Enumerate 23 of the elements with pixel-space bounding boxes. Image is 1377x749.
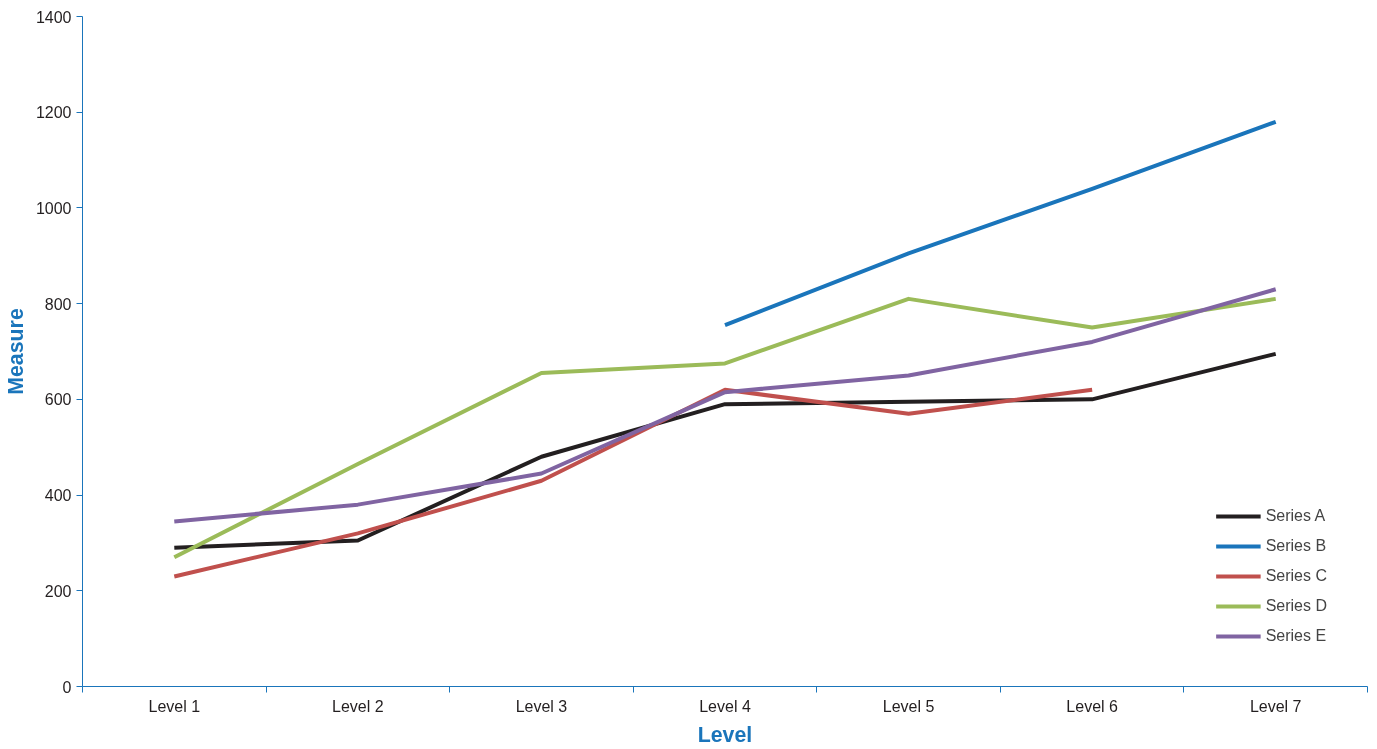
legend-label: Series A bbox=[1265, 507, 1326, 525]
y-tick-label: 600 bbox=[44, 391, 72, 409]
x-tick-label: Level 3 bbox=[515, 697, 568, 715]
x-tick-label: Level 1 bbox=[148, 697, 201, 715]
y-tick-label: 0 bbox=[62, 678, 72, 696]
y-tick-label: 200 bbox=[44, 582, 72, 600]
y-tick-label: 400 bbox=[44, 487, 72, 505]
x-tick-label: Level 2 bbox=[332, 697, 384, 715]
x-tick-label: Level 6 bbox=[1066, 697, 1119, 715]
x-axis-title: Level bbox=[697, 722, 753, 747]
line-series bbox=[723, 119, 1278, 328]
y-tick-label: 1400 bbox=[35, 8, 72, 26]
y-axis-title: Measure bbox=[3, 308, 28, 395]
y-tick-label: 1200 bbox=[35, 104, 72, 122]
legend-label: Series C bbox=[1265, 567, 1327, 585]
x-tick-label: Level 7 bbox=[1249, 697, 1302, 715]
legend-label: Series B bbox=[1265, 537, 1327, 555]
y-tick-label: 800 bbox=[44, 295, 72, 313]
x-tick-label: Level 5 bbox=[882, 697, 935, 715]
legend-label: Series E bbox=[1265, 627, 1327, 645]
x-tick-label: Level 4 bbox=[699, 697, 751, 715]
y-tick-label: 1000 bbox=[35, 199, 72, 217]
legend-label: Series D bbox=[1265, 597, 1327, 615]
